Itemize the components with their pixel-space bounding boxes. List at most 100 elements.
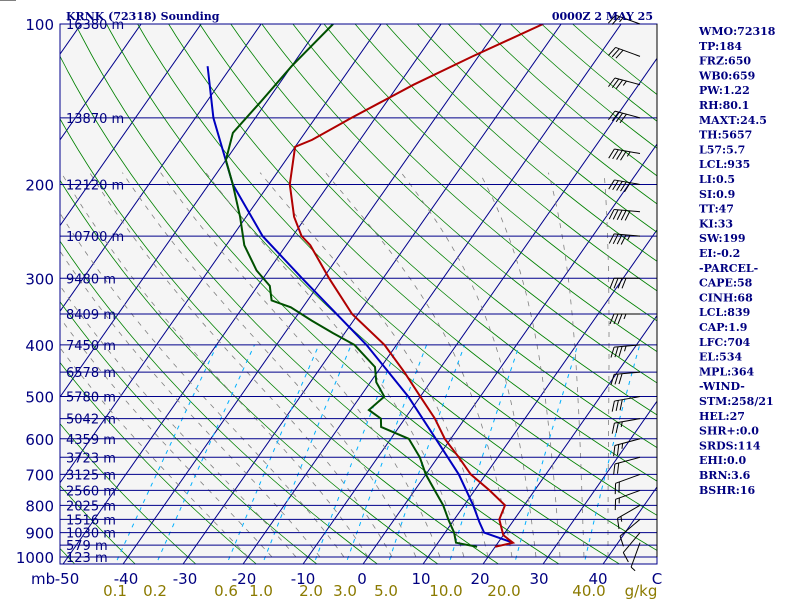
barb-flag [616,462,620,474]
barb-flag [615,49,624,59]
barb-half-flag [626,151,631,157]
barb-staff [615,473,641,484]
wind-barb [608,14,641,25]
barb-flag [611,78,620,88]
pressure-unit-label: mb [31,570,55,588]
barb-flag [611,111,620,122]
dry-adiabat [60,240,378,564]
stat-item: TT:47 [699,203,734,216]
wind-barb [614,489,641,511]
isotherm-line [60,24,142,141]
wind-barbs [0,0,658,572]
isotherm-line [60,24,322,398]
barb-flag [615,422,619,434]
mixing-ratio-line [345,344,428,564]
barb-staff [614,438,641,446]
barb-flag [608,77,616,87]
barb-staff [614,148,641,155]
dry-adiabat [60,179,439,564]
height-label: 3723 m [66,451,116,466]
stat-item: HEL:27 [699,410,745,423]
height-label: 6578 m [66,366,116,381]
stat-item: -PARCEL- [699,262,758,275]
barb-staff [614,344,641,348]
moist-adiabat [325,172,513,558]
dry-adiabat [417,24,657,233]
barb-flag [616,181,623,191]
pressure-label: 700 [25,466,54,484]
stat-item: -WIND- [699,380,745,393]
barb-flag [613,313,619,325]
barb-staff [619,518,641,537]
barb-flag [608,47,616,56]
barb-staff [614,396,641,402]
barb-flag [612,149,619,160]
barb-staff [614,456,641,465]
barb-flag [624,182,631,193]
barb-flag [616,150,623,160]
barb-flag [608,209,615,220]
moist-adiabat [548,172,585,558]
wind-barb [608,148,641,161]
barb-staff [614,371,641,375]
mixing-ratio-label: 10.0 [429,582,462,600]
dry-adiabat [479,24,657,177]
barb-flag [620,150,627,161]
height-label: 13870 m [66,112,124,127]
isotherm-line [482,314,657,564]
barb-flag [614,346,619,358]
barb-flag [619,399,623,411]
barb-flag [620,181,627,192]
isotherm-line [60,24,262,313]
wind-barb [630,542,641,572]
moist-adiabat [400,172,537,558]
pressure-label: 800 [25,497,54,515]
dry-adiabat [60,117,500,564]
wind-barb [613,456,641,475]
barb-flag [608,148,615,159]
wind-barb [608,110,641,124]
stat-item: EI:-0.2 [699,247,740,260]
mixing-ratio-line [114,344,218,564]
barb-flag [608,233,615,244]
wind-barb [610,371,641,385]
barb-flag [612,180,619,191]
wind-barb [608,77,641,89]
dry-adiabat [261,24,657,384]
wind-barb [616,504,641,530]
barb-half-flag [627,235,631,241]
station-title: KRNK (72318) Sounding [66,10,220,23]
moist-adiabat [603,172,610,557]
barb-flag [614,499,617,511]
stat-item: WMO:72318 [698,25,776,38]
mixing-ratio-label: 40.0 [572,582,605,600]
dry-adiabat [60,361,257,564]
isotherm-line [60,24,202,227]
height-label: 5042 m [66,413,116,428]
barb-flag [613,278,619,289]
height-label: 1516 m [66,513,116,528]
isotherm-line [542,400,657,564]
temperature-label: -40 [114,570,139,588]
stat-item: SRDS:114 [699,439,761,452]
barb-staff [614,208,641,213]
stat-item: TH:5657 [699,129,752,142]
barb-flag [622,552,629,563]
stat-item: RH:80.1 [699,99,749,112]
stat-item: KI:33 [699,217,733,230]
wind-barb [611,418,641,434]
pressure-label: 300 [25,270,54,288]
height-label: 123 m [66,551,108,566]
barb-flag [615,79,624,89]
dry-adiabat [75,24,621,564]
isotherm-line [362,143,657,564]
barb-flag [611,423,615,434]
barb-flag [616,234,623,245]
barb-half-flag [623,313,627,320]
barb-staff [622,532,641,553]
barb-staff [615,46,641,57]
pressure-label: 100 [25,16,54,34]
stat-item: CINH:68 [699,291,753,304]
height-label: 10700 m [66,230,124,245]
barb-staff [614,77,641,86]
